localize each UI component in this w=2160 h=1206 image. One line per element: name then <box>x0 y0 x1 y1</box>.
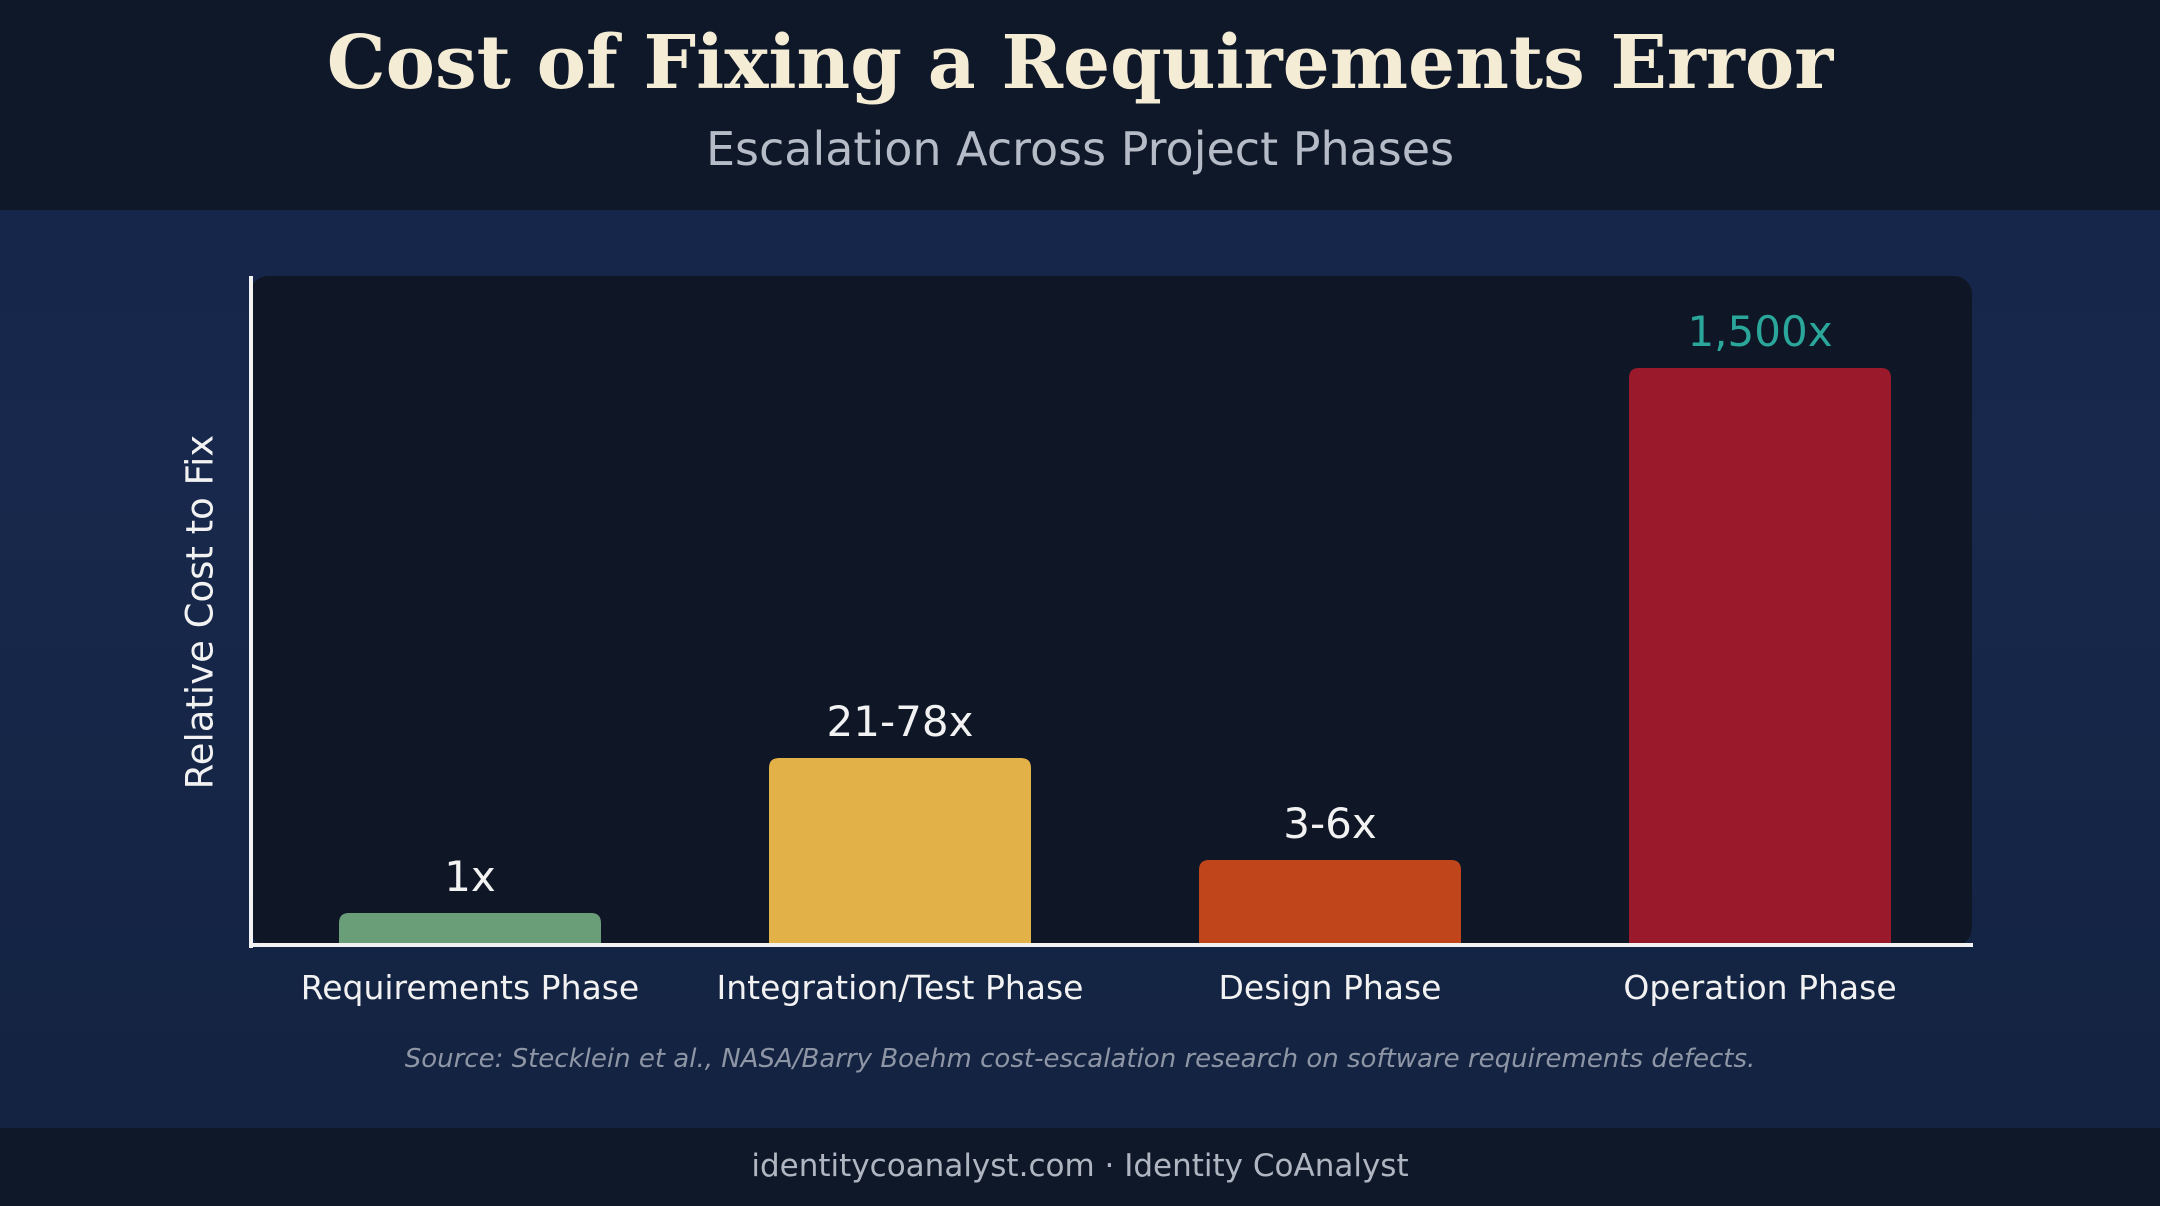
value-label: 1,500x <box>1687 307 1832 356</box>
value-label: 21-78x <box>827 697 974 746</box>
category-label: Requirements Phase <box>301 968 639 1007</box>
header-band <box>0 0 2160 210</box>
y-axis <box>249 276 253 948</box>
bar-design-phase <box>1199 860 1461 943</box>
category-label: Design Phase <box>1219 968 1442 1007</box>
bar-operation-phase <box>1629 368 1891 943</box>
bar-integration-test-phase <box>769 758 1031 943</box>
chart-title: Cost of Fixing a Requirements Error <box>326 20 1834 106</box>
source-note: Source: Stecklein et al., NASA/Barry Boe… <box>404 1044 1756 1074</box>
value-label: 1x <box>444 852 496 901</box>
footer-band <box>0 1128 2160 1206</box>
category-label: Operation Phase <box>1623 968 1896 1007</box>
chart-subtitle: Escalation Across Project Phases <box>705 122 1455 176</box>
value-label: 3-6x <box>1283 799 1376 848</box>
bar-requirements-phase <box>339 913 601 943</box>
category-label: Integration/Test Phase <box>717 968 1084 1007</box>
x-axis <box>249 943 1973 947</box>
y-axis-label: Relative Cost to Fix <box>178 434 222 790</box>
footer-text: identitycoanalyst.com · Identity CoAnaly… <box>751 1148 1409 1184</box>
